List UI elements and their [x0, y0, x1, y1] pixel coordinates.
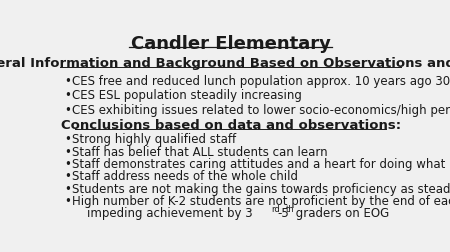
Text: Conclusions based on data and observations:: Conclusions based on data and observatio…: [61, 118, 400, 131]
Text: High number of K-2 students are not proficient by the end of each year and this : High number of K-2 students are not prof…: [72, 194, 450, 207]
Text: Students are not making the gains towards proficiency as steadily or as much the: Students are not making the gains toward…: [72, 182, 450, 195]
Text: graders on EOG: graders on EOG: [292, 206, 389, 219]
Text: •: •: [64, 75, 71, 88]
Text: Staff has belief that ALL students can learn: Staff has belief that ALL students can l…: [72, 145, 328, 158]
Text: •: •: [64, 145, 71, 158]
Text: General Information and Background Based on Observations and Data: General Information and Background Based…: [0, 57, 450, 70]
Text: •: •: [64, 89, 71, 102]
Text: •: •: [64, 194, 71, 207]
Text: impeding achievement by 3: impeding achievement by 3: [72, 206, 252, 219]
Text: CES exhibiting issues related to lower socio-economics/high personal and academi: CES exhibiting issues related to lower s…: [72, 103, 450, 116]
Text: -5: -5: [278, 206, 289, 219]
Text: •: •: [64, 170, 71, 182]
Text: •: •: [64, 157, 71, 170]
Text: •: •: [64, 133, 71, 146]
Text: •: •: [64, 103, 71, 116]
Text: Staff demonstrates caring attitudes and a heart for doing what is best for child: Staff demonstrates caring attitudes and …: [72, 157, 450, 170]
Text: CES free and reduced lunch population approx. 10 years ago 30% now 67%: CES free and reduced lunch population ap…: [72, 75, 450, 88]
Text: Staff address needs of the whole child: Staff address needs of the whole child: [72, 170, 298, 182]
Text: •: •: [64, 182, 71, 195]
Text: Candler Elementary: Candler Elementary: [130, 35, 331, 53]
Text: Strong highly qualified staff: Strong highly qualified staff: [72, 133, 236, 146]
Text: CES ESL population steadily increasing: CES ESL population steadily increasing: [72, 89, 302, 102]
Text: rd: rd: [271, 204, 280, 213]
Text: th: th: [285, 204, 294, 213]
